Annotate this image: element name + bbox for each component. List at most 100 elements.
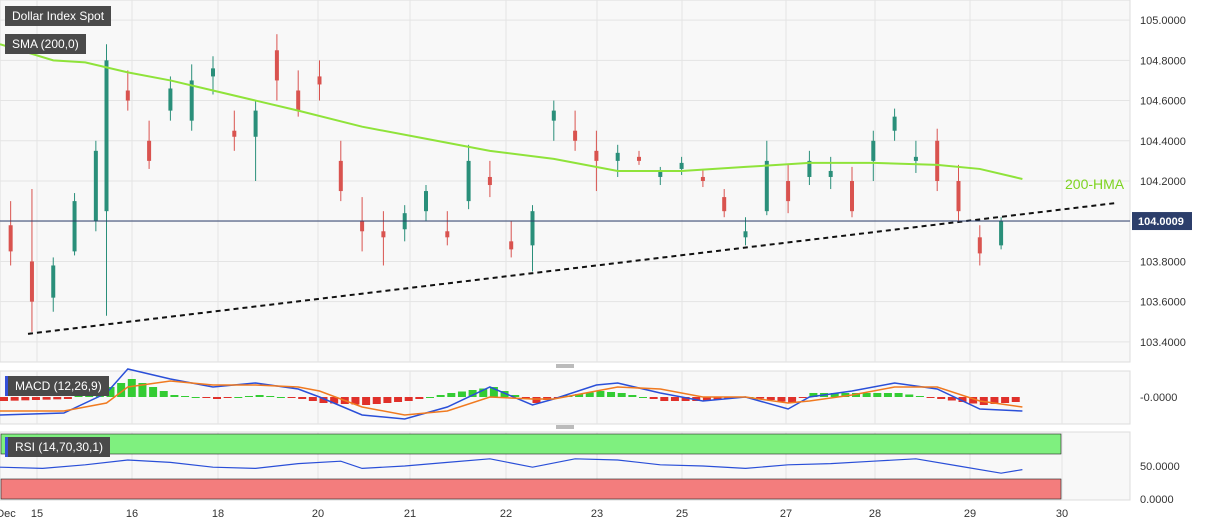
x-tick-label: 21 bbox=[404, 508, 416, 520]
macd-hist-bar bbox=[21, 397, 30, 401]
macd-hist-bar bbox=[511, 395, 520, 397]
price-panel: 200-HMA bbox=[0, 0, 1131, 363]
macd-hist-bar bbox=[809, 393, 818, 397]
macd-hist-bar bbox=[319, 397, 328, 403]
x-tick-label: 30 bbox=[1056, 508, 1068, 520]
y-tick-label: 104.8000 bbox=[1140, 55, 1186, 67]
macd-hist-bar bbox=[383, 397, 392, 403]
macd-hist-bar bbox=[42, 397, 51, 400]
macd-panel bbox=[0, 368, 1131, 425]
candle-body bbox=[594, 150, 599, 161]
rsi-y-tick: 50.0000 bbox=[1140, 461, 1180, 473]
candle-body bbox=[999, 221, 1004, 246]
macd-hist-bar bbox=[873, 393, 882, 397]
macd-hist-bar bbox=[1011, 397, 1020, 402]
candle-body bbox=[29, 261, 34, 302]
candle-body bbox=[679, 162, 684, 169]
macd-y-tick: -0.0000 bbox=[1140, 392, 1177, 404]
x-tick-label: 20 bbox=[312, 508, 324, 520]
macd-hist-bar bbox=[479, 388, 488, 397]
macd-hist-bar bbox=[415, 397, 424, 399]
macd-hist-bar bbox=[255, 395, 264, 397]
macd-hist-bar bbox=[31, 397, 40, 400]
macd-hist-bar bbox=[213, 397, 221, 399]
macd-hist-bar bbox=[106, 387, 115, 397]
macd-hist-bar bbox=[713, 397, 722, 400]
macd-hist-bar bbox=[681, 397, 690, 401]
candle-body bbox=[466, 160, 471, 202]
macd-hist-bar bbox=[223, 397, 232, 398]
candle-body bbox=[487, 176, 492, 186]
candle-body bbox=[360, 221, 365, 232]
y-tick-label: 103.6000 bbox=[1140, 297, 1186, 309]
macd-hist-bar bbox=[468, 390, 477, 397]
candle-body bbox=[296, 90, 301, 111]
x-tick-label: 28 bbox=[869, 508, 881, 520]
macd-hist-bar bbox=[958, 397, 967, 402]
rsi-label[interactable]: RSI (14,70,30,1) bbox=[5, 437, 111, 457]
macd-hist-bar bbox=[639, 397, 647, 398]
macd-hist-bar bbox=[926, 397, 935, 398]
x-tick-label: 22 bbox=[500, 508, 512, 520]
macd-hist-bar bbox=[617, 393, 626, 397]
candle-body bbox=[807, 160, 812, 177]
candle-body bbox=[93, 150, 98, 222]
macd-hist-bar bbox=[585, 392, 594, 397]
macd-hist-bar bbox=[308, 397, 317, 401]
candle-body bbox=[189, 80, 194, 121]
y-tick-label: 105.0000 bbox=[1140, 15, 1186, 27]
macd-hist-bar bbox=[127, 379, 136, 397]
macd-hist-bar bbox=[0, 397, 8, 401]
macd-hist-bar bbox=[1001, 397, 1010, 403]
macd-hist-bar bbox=[170, 395, 179, 397]
candle-body bbox=[338, 160, 343, 192]
candle-body bbox=[381, 231, 386, 238]
macd-hist-bar bbox=[117, 383, 126, 397]
x-tick-label: 15 bbox=[31, 508, 43, 520]
candle-body bbox=[573, 130, 578, 141]
x-tick-label: Dec bbox=[0, 508, 16, 520]
y-tick-label: 104.4000 bbox=[1140, 136, 1186, 148]
macd-hist-bar bbox=[628, 395, 637, 397]
macd-hist-bar bbox=[298, 397, 307, 399]
candle-body bbox=[977, 237, 982, 254]
macd-hist-bar bbox=[777, 397, 786, 402]
candle-body bbox=[786, 181, 791, 202]
macd-hist-bar bbox=[596, 391, 605, 397]
rsi-line bbox=[0, 458, 1023, 474]
macd-hist-bar bbox=[457, 391, 466, 397]
macd-hist-bar bbox=[830, 393, 839, 397]
macd-hist-bar bbox=[234, 397, 243, 398]
macd-hist-bar bbox=[969, 397, 978, 404]
macd-hist-bar bbox=[330, 397, 339, 404]
candle-body bbox=[274, 50, 279, 81]
macd-hist-bar bbox=[947, 397, 956, 401]
candle-body bbox=[658, 170, 663, 177]
sma-indicator-label[interactable]: SMA (200,0) bbox=[5, 34, 86, 54]
macd-hist-bar bbox=[905, 394, 914, 397]
macd-hist-bar bbox=[862, 393, 871, 397]
x-tick-label: 18 bbox=[212, 508, 224, 520]
y-tick-label: 103.8000 bbox=[1140, 256, 1186, 268]
candle-body bbox=[147, 140, 152, 161]
x-tick-label: 23 bbox=[591, 508, 603, 520]
y-tick-label: 103.4000 bbox=[1140, 337, 1186, 349]
support-trendline bbox=[27, 202, 1116, 335]
candle-body bbox=[743, 231, 748, 238]
macd-hist-bar bbox=[447, 393, 456, 397]
hma-annotation: 200-HMA bbox=[1065, 176, 1125, 192]
rsi-oversold-zone bbox=[0, 478, 1062, 500]
macd-hist-bar bbox=[138, 383, 147, 397]
macd-hist-bar bbox=[53, 397, 62, 400]
sma-line bbox=[0, 43, 1023, 180]
x-tick-label: 25 bbox=[676, 508, 688, 520]
macd-hist-bar bbox=[670, 397, 679, 401]
macd-hist-bar bbox=[191, 397, 200, 398]
rsi-y-tick: 0.0000 bbox=[1140, 494, 1174, 506]
rsi-panel bbox=[0, 431, 1131, 501]
macd-label[interactable]: MACD (12,26,9) bbox=[5, 376, 109, 396]
candle-body bbox=[530, 211, 535, 246]
candle-body bbox=[253, 110, 258, 137]
x-tick-label: 27 bbox=[780, 508, 792, 520]
